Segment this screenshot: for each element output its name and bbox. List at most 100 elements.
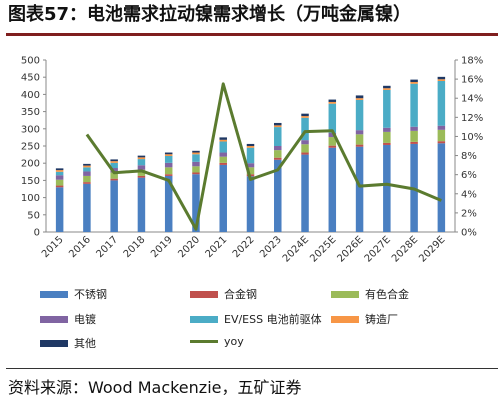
bar-segment — [383, 144, 391, 232]
legend-label: 不锈钢 — [74, 288, 107, 301]
bar-segment — [55, 175, 64, 180]
yoy-line-path — [85, 82, 442, 231]
bar-segment — [246, 163, 255, 168]
bar-segment — [301, 140, 309, 145]
bar-segment — [246, 147, 255, 164]
left-tick-label: 400 — [21, 90, 40, 101]
bar-segment — [219, 139, 227, 142]
bar-segment — [410, 130, 418, 142]
x-tick-label: 2029E — [417, 234, 447, 264]
bar-segment — [219, 137, 227, 140]
bar-segment — [192, 161, 200, 167]
x-tick-label: 2022 — [231, 234, 257, 260]
left-tick-label: 300 — [21, 124, 40, 135]
right-tick-label: 0% — [461, 228, 477, 239]
bar-segment — [328, 103, 337, 133]
left-tick-label: 450 — [21, 73, 40, 84]
bar-segment — [301, 117, 309, 141]
bar-segment — [328, 147, 337, 232]
bar-segment — [137, 175, 146, 178]
x-tick-label: 2019 — [149, 234, 175, 260]
legend-label: 合金钢 — [224, 288, 257, 301]
bar-segment — [55, 170, 64, 172]
bar-segment — [192, 166, 200, 173]
legend-swatch — [331, 290, 359, 298]
right-tick-label: 16% — [461, 75, 483, 86]
bar-segment — [110, 161, 118, 163]
bar-segment — [164, 175, 173, 232]
bars — [55, 76, 446, 232]
bar-segment — [437, 125, 446, 130]
bar-segment — [437, 80, 446, 126]
bar-segment — [383, 85, 391, 89]
bar-segment — [328, 132, 337, 138]
bar-segment — [383, 89, 391, 128]
left-tick-label: 150 — [21, 176, 40, 187]
bar-segment — [274, 157, 282, 160]
right-tick-label: 4% — [461, 189, 477, 200]
x-tick-label: 2027E — [363, 234, 393, 264]
bar-segment — [301, 144, 309, 153]
left-tick-label: 200 — [21, 159, 40, 170]
x-tick-label: 2018 — [122, 234, 148, 260]
legend-swatch — [190, 315, 218, 323]
x-tick-label: 2028E — [390, 234, 420, 264]
bar-segment — [355, 130, 364, 135]
bar-segment — [164, 162, 173, 168]
bar-segment — [246, 143, 255, 146]
bar-segment — [83, 163, 91, 166]
bar-segment — [274, 127, 282, 146]
bar-segment — [410, 83, 418, 127]
bar-segment — [83, 171, 91, 176]
bar-segment — [437, 129, 446, 142]
x-tick-label: 2021 — [204, 234, 230, 260]
bar-segment — [355, 134, 364, 145]
bar-segment — [137, 169, 146, 176]
x-tick-label: 2020 — [176, 234, 202, 260]
bar-segment — [383, 142, 391, 145]
x-tick-label: 2016 — [67, 234, 93, 260]
right-tick-label: 10% — [461, 132, 483, 143]
x-tick-label: 2015 — [40, 234, 66, 260]
legend-item: 有色合金 — [331, 286, 409, 302]
bar-segment — [219, 152, 227, 157]
bar-segment — [110, 178, 118, 181]
bar-segment — [246, 176, 255, 232]
bar-segment — [83, 175, 91, 183]
legend-label: yoy — [224, 335, 244, 348]
bar-segment — [55, 168, 64, 171]
left-tick-label: 250 — [21, 142, 40, 153]
x-tick-label: 2026E — [335, 234, 365, 264]
bar-segment — [383, 88, 391, 90]
bar-segment — [219, 164, 227, 232]
bar-segment — [301, 152, 309, 155]
title-divider — [6, 33, 498, 36]
bar-segment — [164, 152, 173, 155]
legend-item: 不锈钢 — [40, 286, 107, 302]
bar-segment — [274, 150, 282, 158]
left-tick-label: 50 — [27, 210, 40, 221]
bar-segment — [83, 183, 91, 232]
bar-segment — [410, 82, 418, 84]
chart-title: 图表57：电池需求拉动镍需求增长（万吨金属镍） — [8, 4, 412, 25]
x-tick-label: 2025E — [308, 234, 338, 264]
bar-segment — [274, 125, 282, 128]
legend-label: 铸造厂 — [365, 313, 398, 326]
bar-segment — [410, 79, 418, 83]
bar-segment — [137, 157, 146, 160]
right-tick-label: 18% — [461, 56, 483, 67]
legend-label: 电镀 — [74, 313, 96, 326]
bar-segment — [437, 76, 446, 80]
legend-item: EV/ESS 电池前驱体 — [190, 311, 322, 327]
bar-segment — [301, 116, 309, 118]
bar-segment — [328, 99, 337, 102]
bar-segment — [274, 122, 282, 126]
bar-segment — [437, 143, 446, 232]
bar-segment — [301, 113, 309, 117]
right-tick-label: 2% — [461, 208, 477, 219]
bar-segment — [383, 127, 391, 132]
bar-segment — [328, 145, 337, 148]
bar-segment — [437, 79, 446, 81]
bar-segment — [55, 179, 64, 186]
